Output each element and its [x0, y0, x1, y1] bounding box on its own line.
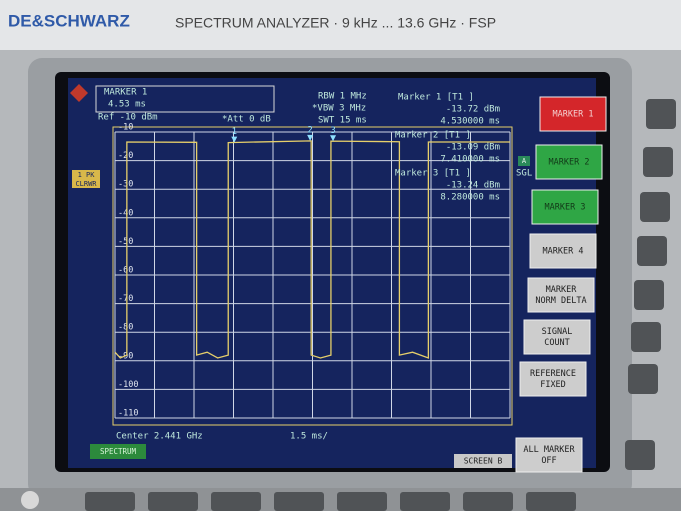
rbw: RBW 1 MHz [318, 92, 367, 102]
readout-level: -13.09 dBm [446, 143, 500, 153]
bottom-key[interactable] [337, 492, 387, 511]
hard-key[interactable] [625, 440, 655, 470]
marker-name: 1 [232, 127, 237, 137]
bottom-key[interactable] [463, 492, 513, 511]
hard-key[interactable] [628, 364, 658, 394]
marker-box-value: 4.53 ms [108, 100, 146, 110]
softkey-label: MARKER [546, 285, 578, 295]
y-tick-label: -20 [118, 151, 133, 161]
bottom-key[interactable] [85, 492, 135, 511]
hard-key[interactable] [634, 280, 664, 310]
trace-label: 1 PK [78, 171, 96, 179]
softkey-label: SIGNAL [542, 327, 573, 337]
y-tick-label: -40 [118, 208, 133, 218]
softkey-label: FIXED [540, 380, 566, 390]
softkey[interactable] [516, 438, 582, 472]
hard-key[interactable] [643, 147, 673, 177]
readout-time: 8.280000 ms [440, 193, 500, 203]
softkey-label: MARKER 2 [549, 158, 590, 168]
marker-name: 3 [330, 126, 335, 136]
softkey-label: REFERENCE [530, 369, 576, 379]
bottom-key[interactable] [400, 492, 450, 511]
readout-label: Marker 2 [T1 ] [395, 131, 471, 141]
y-tick-label: -70 [118, 294, 133, 304]
trace-mode: CLRWR [75, 180, 97, 188]
attenuation: *Att 0 dB [222, 115, 271, 125]
softkey-label: MARKER 1 [553, 110, 594, 120]
hard-key[interactable] [640, 192, 670, 222]
instrument-title: SPECTRUM ANALYZER · 9 kHz ... 13.6 GHz ·… [175, 15, 496, 31]
readout-label: Marker 3 [T1 ] [395, 169, 471, 179]
hard-key[interactable] [646, 99, 676, 129]
vbw: *VBW 3 MHz [312, 104, 366, 114]
y-tick-label: -10 [118, 123, 133, 133]
marker-box-label: MARKER 1 [104, 88, 147, 98]
softkey-label: MARKER 3 [545, 203, 586, 213]
power-button[interactable] [21, 491, 39, 509]
y-tick-label: -90 [118, 351, 133, 361]
softkey-label: ALL MARKER [523, 445, 575, 455]
softkey-label: OFF [541, 456, 556, 466]
brand: DE&SCHWARZ [8, 11, 130, 30]
analyzer-photo: DE&SCHWARZ SPECTRUM ANALYZER · 9 kHz ...… [0, 0, 681, 511]
hard-key[interactable] [631, 322, 661, 352]
sgl-label: SGL [516, 169, 532, 179]
y-tick-label: -80 [118, 323, 133, 333]
y-tick-label: -60 [118, 266, 133, 276]
y-tick-label: -110 [118, 409, 138, 419]
bottom-key[interactable] [211, 492, 261, 511]
bottom-key[interactable] [526, 492, 576, 511]
mode-tab-label: SPECTRUM [100, 447, 137, 456]
sweep-time: SWT 15 ms [318, 116, 367, 126]
softkey[interactable] [524, 320, 590, 354]
center-freq: Center 2.441 GHz [116, 432, 203, 442]
softkey[interactable] [528, 278, 594, 312]
bottom-key[interactable] [274, 492, 324, 511]
span: 1.5 ms/ [290, 432, 328, 442]
readout-level: -13.24 dBm [446, 181, 500, 191]
ref-level: Ref -10 dBm [98, 113, 158, 123]
readout-level: -13.72 dBm [446, 105, 500, 115]
y-tick-label: -50 [118, 237, 133, 247]
readout-label: Marker 1 [T1 ] [398, 93, 474, 103]
softkey-label: COUNT [544, 338, 570, 348]
screen-tab-label: SCREEN B [464, 457, 503, 466]
readout-time: 4.530000 ms [440, 117, 500, 127]
softkey-label: NORM DELTA [535, 296, 586, 306]
hard-key[interactable] [637, 236, 667, 266]
y-tick-label: -30 [118, 180, 133, 190]
readout-time: 7.410000 ms [440, 155, 500, 165]
softkey-label: MARKER 4 [543, 247, 584, 257]
bottom-key[interactable] [148, 492, 198, 511]
marker-name: 2 [307, 125, 312, 135]
softkey[interactable] [520, 362, 586, 396]
y-tick-label: -100 [118, 380, 138, 390]
